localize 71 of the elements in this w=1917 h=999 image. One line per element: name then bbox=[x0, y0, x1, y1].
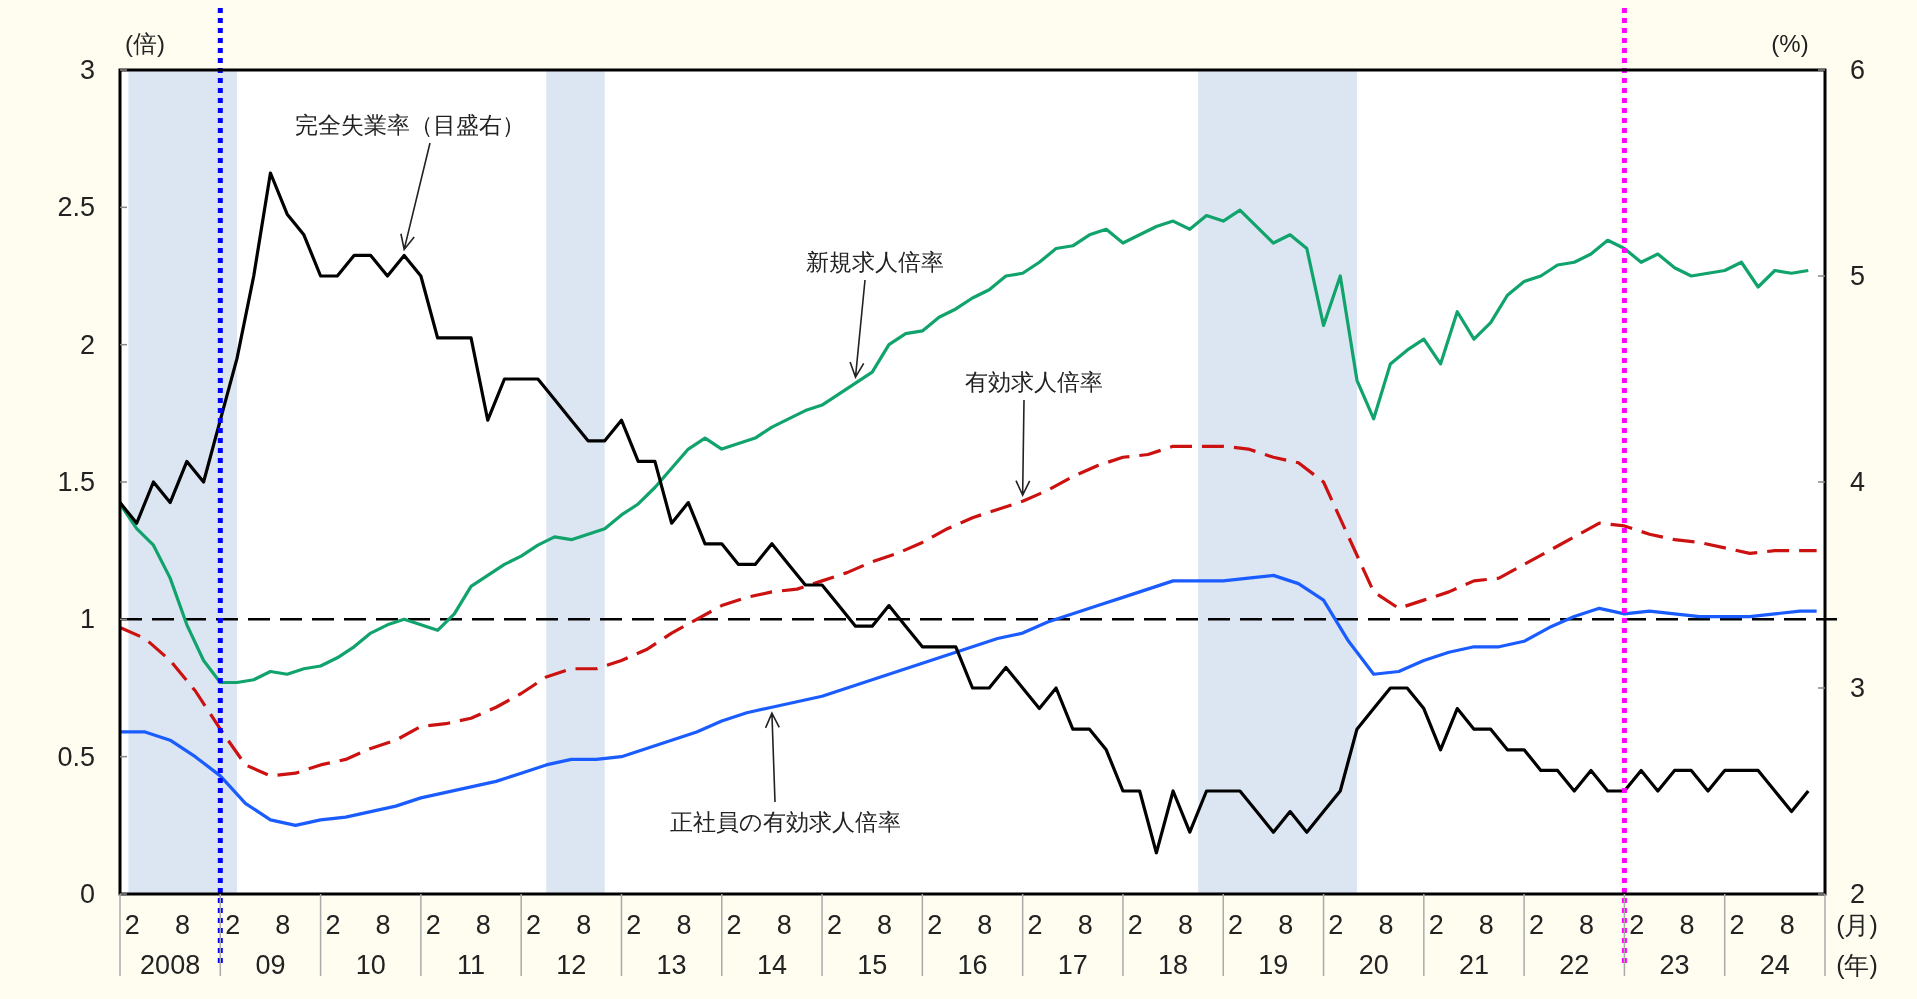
x-tick-label: 2 bbox=[1729, 910, 1745, 940]
x-tick-label: 8 bbox=[1077, 910, 1093, 940]
x2-tick-label: 23 bbox=[1659, 950, 1690, 980]
x-tick-label: 2 bbox=[225, 910, 241, 940]
x2-tick-label: 22 bbox=[1559, 950, 1590, 980]
x-tick-label: 2 bbox=[927, 910, 943, 940]
y2-tick-label: 2 bbox=[1850, 879, 1866, 909]
y-tick-label: 2.5 bbox=[57, 192, 95, 223]
y-tick-label: 3 bbox=[79, 55, 95, 85]
y-tick-label: 1.5 bbox=[57, 467, 95, 497]
x-tick-label: 2 bbox=[124, 910, 140, 940]
x-tick-label: 2 bbox=[1228, 910, 1244, 940]
x2-tick-label: 2008 bbox=[140, 950, 201, 980]
x2-tick-label: 09 bbox=[255, 950, 286, 980]
x-tick-label: 8 bbox=[475, 910, 491, 940]
x2-tick-label: 20 bbox=[1358, 950, 1389, 980]
x-tick-label: 2 bbox=[325, 910, 341, 940]
x2-tick-label: 15 bbox=[857, 950, 888, 980]
x-axis-title: (月) bbox=[1836, 911, 1878, 939]
x2-tick-label: 17 bbox=[1057, 950, 1088, 980]
x-tick-label: 8 bbox=[275, 910, 291, 940]
x-tick-label: 2 bbox=[1027, 910, 1043, 940]
x2-tick-label: 13 bbox=[656, 950, 687, 980]
text: 有効求人倍率 bbox=[965, 369, 1103, 395]
x-tick-label: 2 bbox=[1328, 910, 1344, 940]
series-label: 新規求人倍率 bbox=[806, 249, 944, 275]
x-tick-label: 8 bbox=[375, 910, 391, 940]
x-tick-label: 8 bbox=[1177, 910, 1193, 940]
y2-tick-label: 6 bbox=[1850, 55, 1866, 85]
series-label: 完全失業率（目盛右） bbox=[295, 112, 525, 138]
y-tick-label: 0.5 bbox=[57, 741, 95, 772]
y2-tick-label: 4 bbox=[1850, 467, 1866, 497]
x-tick-label: 8 bbox=[676, 910, 692, 940]
x-tick-label: 8 bbox=[1779, 910, 1795, 940]
y2-tick-label: 3 bbox=[1850, 673, 1866, 703]
x-tick-label: 8 bbox=[776, 910, 792, 940]
x-tick-label: 2 bbox=[425, 910, 441, 940]
x-tick-label: 2 bbox=[726, 910, 742, 940]
x2-tick-label: 19 bbox=[1258, 950, 1289, 980]
x-tick-label: 2 bbox=[1127, 910, 1143, 940]
y2-axis-title: (%) bbox=[1771, 30, 1809, 57]
x2-tick-label: 11 bbox=[457, 950, 486, 980]
y-axis-title: (倍) bbox=[125, 30, 165, 57]
x2-tick-label: 16 bbox=[957, 950, 988, 980]
x-tick-label: 8 bbox=[1579, 910, 1595, 940]
x2-tick-label: 21 bbox=[1458, 950, 1489, 980]
x2-tick-label: 12 bbox=[556, 950, 587, 980]
x-tick-label: 2 bbox=[526, 910, 542, 940]
x-tick-label: 2 bbox=[1528, 910, 1544, 940]
x2-tick-label: 18 bbox=[1158, 950, 1189, 980]
x-tick-label: 8 bbox=[174, 910, 191, 940]
x-tick-label: 2 bbox=[826, 910, 842, 940]
x-tick-label: 8 bbox=[877, 910, 893, 940]
y-tick-label: 0 bbox=[79, 879, 95, 909]
x-tick-label: 8 bbox=[1679, 910, 1695, 940]
x-tick-label: 2 bbox=[1629, 910, 1645, 940]
x2-tick-label: 14 bbox=[756, 950, 787, 980]
text: 正社員の有効求人倍率 bbox=[669, 809, 901, 835]
x-tick-label: 8 bbox=[1478, 910, 1494, 940]
y2-tick-label: 5 bbox=[1850, 261, 1866, 291]
x2-tick-label: 24 bbox=[1759, 950, 1790, 980]
x-tick-label: 8 bbox=[977, 910, 993, 940]
x-tick-label: 8 bbox=[1278, 910, 1294, 940]
x-tick-label: 8 bbox=[576, 910, 592, 940]
x2-tick-label: 10 bbox=[355, 950, 386, 980]
x2-axis-title: (年) bbox=[1836, 951, 1878, 979]
x-tick-label: 8 bbox=[1378, 910, 1394, 940]
x-tick-label: 2 bbox=[1428, 910, 1444, 940]
y-tick-label: 2 bbox=[79, 329, 95, 360]
x-tick-label: 2 bbox=[626, 910, 642, 940]
y-tick-label: 1 bbox=[79, 604, 95, 635]
